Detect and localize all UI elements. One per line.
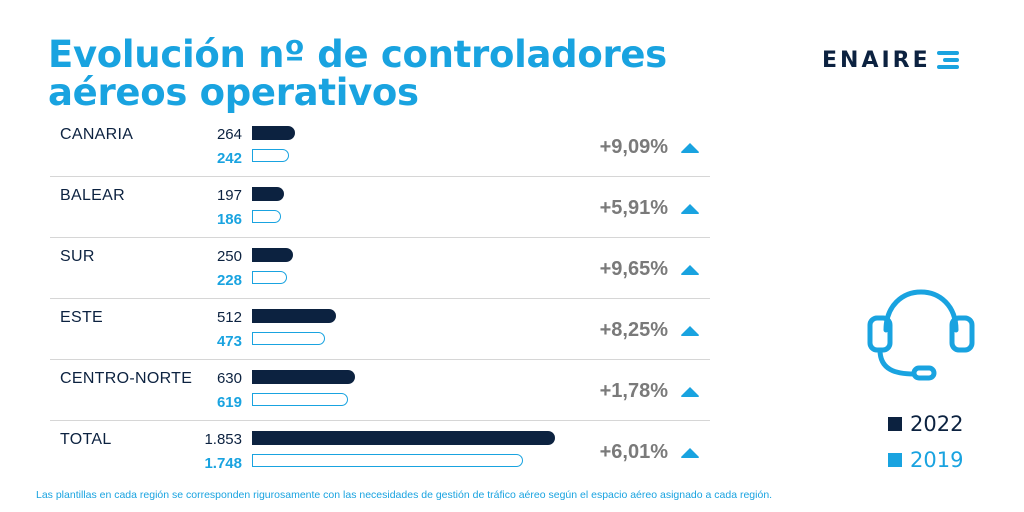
value-label-2022: 264 bbox=[216, 126, 242, 143]
value-label-2022: 197 bbox=[216, 187, 242, 204]
bar-2022 bbox=[252, 126, 296, 140]
region-label: CENTRO-NORTE bbox=[60, 370, 193, 387]
legend: 2022 2019 bbox=[888, 406, 963, 478]
up-arrow-icon bbox=[681, 387, 699, 397]
up-arrow-icon bbox=[681, 265, 699, 275]
value-label-2022: 512 bbox=[216, 309, 242, 326]
value-label-2022: 250 bbox=[216, 248, 242, 265]
region-label: TOTAL bbox=[60, 431, 112, 448]
legend-label-2022: 2022 bbox=[910, 412, 964, 436]
change-percent: +9,09% bbox=[599, 136, 668, 158]
legend-swatch-2019 bbox=[888, 453, 902, 467]
region-label: SUR bbox=[60, 248, 95, 265]
bar-2022 bbox=[252, 370, 356, 384]
chart-row: BALEAR 197 186 +5,91% bbox=[50, 177, 710, 238]
bar-2019 bbox=[252, 332, 326, 345]
logo-mark-icon bbox=[936, 51, 959, 69]
legend-item-2019: 2019 bbox=[888, 442, 963, 478]
bar-2022 bbox=[252, 248, 293, 262]
bar-2022 bbox=[252, 431, 555, 445]
value-label-2019: 186 bbox=[216, 211, 242, 228]
chart-row: SUR 250 228 +9,65% bbox=[50, 238, 710, 299]
page-title: Evolución nº de controladores aéreos ope… bbox=[48, 33, 667, 114]
up-arrow-icon bbox=[681, 326, 699, 336]
chart-row: ESTE 512 473 +8,25% bbox=[50, 299, 710, 360]
legend-label-2019: 2019 bbox=[910, 448, 964, 472]
bar-2019 bbox=[252, 393, 348, 406]
chart-row: TOTAL 1.853 1.748 +6,01% bbox=[50, 421, 710, 481]
region-label: CANARIA bbox=[60, 126, 134, 143]
value-label-2019: 473 bbox=[216, 333, 242, 350]
change-percent: +5,91% bbox=[599, 197, 668, 219]
legend-swatch-2022 bbox=[888, 417, 902, 431]
value-label-2022: 630 bbox=[216, 370, 242, 387]
enaire-logo: ENAIRE bbox=[822, 47, 961, 73]
region-label: BALEAR bbox=[60, 187, 125, 204]
change-percent: +6,01% bbox=[599, 441, 668, 463]
bar-2019 bbox=[252, 210, 281, 223]
change-percent: +1,78% bbox=[599, 380, 668, 402]
bar-2022 bbox=[252, 309, 336, 323]
value-label-2019: 619 bbox=[216, 394, 242, 411]
up-arrow-icon bbox=[681, 143, 699, 153]
headset-icon bbox=[867, 289, 975, 381]
chart-row: CENTRO-NORTE 630 619 +1,78% bbox=[50, 360, 710, 421]
region-label: ESTE bbox=[60, 309, 103, 326]
footnote: Las plantillas en cada región se corresp… bbox=[36, 489, 773, 501]
logo-text: ENAIRE bbox=[822, 47, 931, 73]
bar-2019 bbox=[252, 454, 523, 467]
value-label-2019: 242 bbox=[216, 150, 242, 167]
value-label-2019: 228 bbox=[216, 272, 242, 289]
up-arrow-icon bbox=[681, 448, 699, 458]
up-arrow-icon bbox=[681, 204, 699, 214]
legend-item-2022: 2022 bbox=[888, 406, 963, 442]
chart-rows: CANARIA 264 242 +9,09% BALEAR 197 186 +5,91% SUR… bbox=[50, 116, 710, 481]
bar-2019 bbox=[252, 271, 288, 284]
change-percent: +8,25% bbox=[599, 319, 668, 341]
change-percent: +9,65% bbox=[599, 258, 668, 280]
bar-2019 bbox=[252, 149, 290, 162]
bar-2022 bbox=[252, 187, 285, 201]
chart-row: CANARIA 264 242 +9,09% bbox=[50, 116, 710, 177]
value-label-2022: 1.853 bbox=[204, 431, 242, 448]
value-label-2019: 1.748 bbox=[204, 455, 242, 472]
